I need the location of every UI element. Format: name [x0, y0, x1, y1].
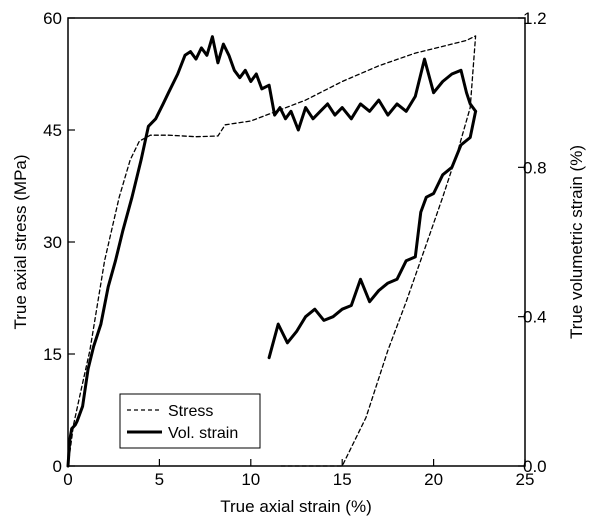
- x-tick-label: 5: [155, 470, 164, 489]
- x-tick-label: 20: [424, 470, 443, 489]
- legend-label-stress: Stress: [168, 403, 213, 420]
- y-axis-left-label: True axial stress (MPa): [11, 154, 30, 329]
- legend-box: [119, 393, 261, 449]
- y-left-tick-label: 15: [43, 345, 62, 364]
- series-layer: [66, 35, 478, 468]
- y-left-tick-label: 30: [43, 233, 62, 252]
- series-line-vol-strain-unloading: [267, 109, 478, 360]
- y-right-tick-label: 0.4: [523, 308, 547, 327]
- y-left-tick-label: 45: [43, 121, 62, 140]
- x-axis-ticks: 0 5 10 15 20 25: [63, 459, 534, 489]
- y-axis-right-label: True volumetric strain (%): [567, 145, 586, 339]
- y-axis-right-ticks: 0.0 0.4 0.8 1.2: [518, 9, 547, 476]
- series-line-stress: [67, 35, 477, 467]
- series-line-vol-strain: [66, 35, 478, 468]
- x-tick-label: 10: [241, 470, 260, 489]
- x-tick-label: 25: [516, 470, 535, 489]
- x-tick-label: 0: [63, 470, 72, 489]
- y-axis-left-ticks: 0 15 30 45 60: [43, 9, 75, 476]
- y-left-tick-label: 60: [43, 9, 62, 28]
- y-right-tick-label: 0.8: [523, 158, 547, 177]
- y-left-tick-label: 0: [53, 457, 62, 476]
- x-axis-label: True axial strain (%): [220, 497, 371, 516]
- legend-label-vol-strain: Vol. strain: [168, 425, 238, 442]
- y-right-tick-label: 0.0: [523, 457, 547, 476]
- x-tick-label: 15: [333, 470, 352, 489]
- y-right-tick-label: 1.2: [523, 9, 547, 28]
- legend: Stress Vol. strain: [119, 393, 261, 449]
